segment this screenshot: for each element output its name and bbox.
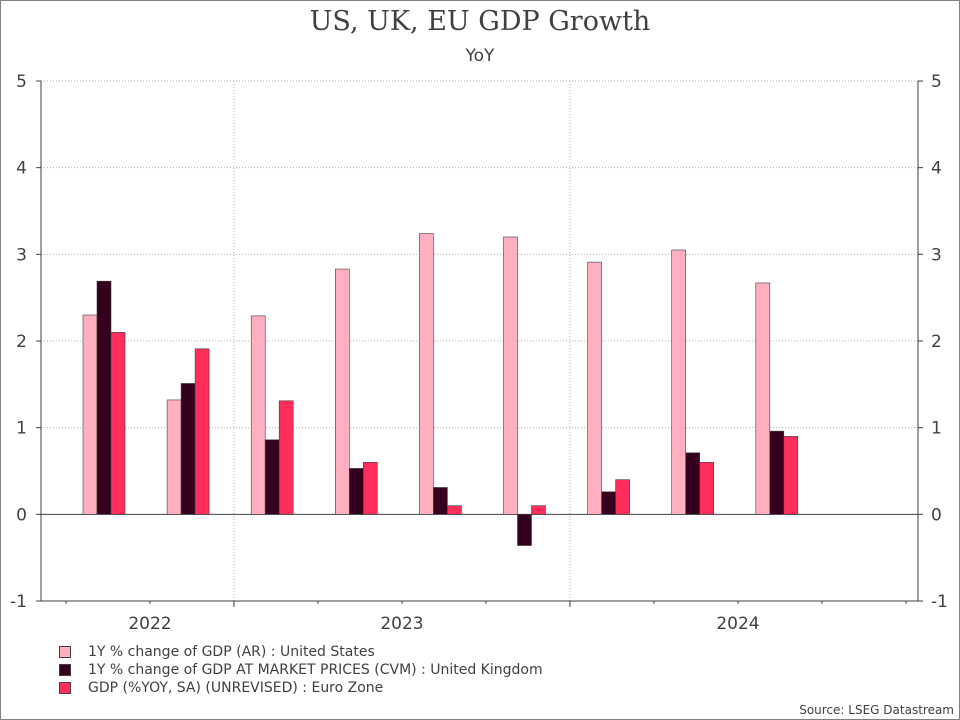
y-tick-label-left: 4 xyxy=(16,159,27,179)
bar-series-0 xyxy=(671,249,687,515)
x-tick-label: 2024 xyxy=(716,614,759,634)
bar-series-1 xyxy=(769,430,785,515)
legend-item-uk: 1Y % change of GDP AT MARKET PRICES (CVM… xyxy=(59,661,543,679)
x-tick-label: 2023 xyxy=(380,614,423,634)
bar-series-0 xyxy=(334,268,350,515)
chart-title: US, UK, EU GDP Growth xyxy=(309,6,651,37)
y-tick-label-right: 1 xyxy=(931,419,942,439)
y-tick-label-right: 3 xyxy=(931,245,942,265)
bar-series-0 xyxy=(755,282,771,515)
bar-series-2 xyxy=(110,332,126,515)
bar-series-0 xyxy=(419,233,434,515)
bar-series-2 xyxy=(615,479,630,515)
bars xyxy=(82,233,799,546)
bar-series-1 xyxy=(601,491,616,515)
legend: 1Y % change of GDP (AR) : United States … xyxy=(59,643,543,697)
y-tick-label-right: 2 xyxy=(931,332,942,352)
bar-series-1 xyxy=(517,514,532,546)
legend-item-ez: GDP (%YOY, SA) (UNREVISED) : Euro Zone xyxy=(59,679,543,697)
legend-swatch-uk xyxy=(59,664,71,676)
grid-lines xyxy=(41,80,918,601)
y-tick-label-right: 0 xyxy=(931,505,942,525)
bar-series-2 xyxy=(447,505,462,515)
y-tick-label-right: 4 xyxy=(931,159,942,179)
legend-label-uk: 1Y % change of GDP AT MARKET PRICES (CVM… xyxy=(88,662,543,678)
bar-series-1 xyxy=(685,452,701,515)
bar-series-2 xyxy=(699,462,715,515)
x-tick-label: 2022 xyxy=(128,614,171,634)
axis-labels: -1 -1 0 0 1 1 2 2 3 3 4 4 5 5 2022 2023 2024 xyxy=(10,72,948,634)
legend-label-us: 1Y % change of GDP (AR) : United States xyxy=(88,644,375,660)
legend-swatch-ez xyxy=(59,682,71,694)
axes xyxy=(36,80,923,607)
y-tick-label-left: 2 xyxy=(16,332,27,352)
y-tick-label-left: 5 xyxy=(16,72,27,92)
bar-series-2 xyxy=(362,462,378,515)
source-note: Source: LSEG Datastream xyxy=(799,703,954,717)
y-tick-label-left: 0 xyxy=(16,505,27,525)
bar-series-0 xyxy=(587,261,602,515)
y-tick-label-right: 5 xyxy=(931,72,942,92)
legend-label-ez: GDP (%YOY, SA) (UNREVISED) : Euro Zone xyxy=(88,680,384,696)
bar-series-0 xyxy=(82,314,98,515)
y-tick-label-right: -1 xyxy=(931,592,948,612)
bar-series-0 xyxy=(250,315,266,515)
bar-series-1 xyxy=(96,280,112,515)
legend-item-us: 1Y % change of GDP (AR) : United States xyxy=(59,643,543,661)
bar-series-1 xyxy=(264,439,280,515)
bar-series-1 xyxy=(433,487,448,515)
bar-series-1 xyxy=(348,468,364,515)
y-tick-label-left: 1 xyxy=(16,419,27,439)
bar-series-2 xyxy=(194,348,210,515)
legend-swatch-us xyxy=(59,646,71,658)
chart-subtitle: YoY xyxy=(465,46,495,66)
bar-series-0 xyxy=(166,399,182,515)
bar-series-2 xyxy=(783,436,799,515)
bar-series-2 xyxy=(278,400,294,515)
y-tick-label-left: 3 xyxy=(16,245,27,265)
bar-series-0 xyxy=(503,236,518,515)
bar-series-2 xyxy=(531,505,546,515)
bar-series-1 xyxy=(180,383,196,515)
y-tick-label-left: -1 xyxy=(10,592,27,612)
